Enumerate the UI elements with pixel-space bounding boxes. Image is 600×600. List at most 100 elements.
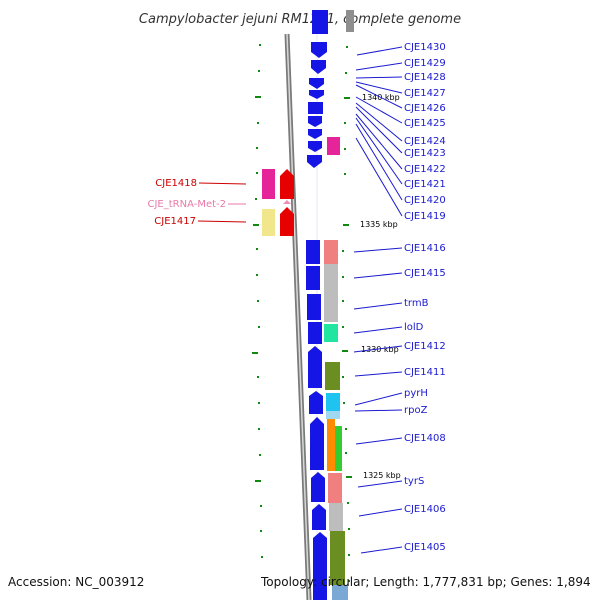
map-title: Campylobacter jejuni RM1221, complete ge… bbox=[139, 12, 461, 27]
right-gene-labels: CJE1430 CJE1429 CJE1428 CJE1427 CJE1426 CJE14… bbox=[353, 42, 446, 554]
gene-block bbox=[306, 266, 320, 290]
gene-label-CJE1415[interactable]: CJE1415 bbox=[404, 268, 446, 279]
gene-block bbox=[308, 141, 322, 152]
scale-label: 1335 kbp bbox=[360, 220, 398, 229]
leader-line bbox=[355, 117, 403, 185]
leader-line bbox=[353, 345, 403, 353]
gene-block-grey bbox=[324, 264, 338, 294]
gene-label-CJE1408[interactable]: CJE1408 bbox=[404, 433, 446, 444]
leader-line bbox=[353, 272, 403, 279]
tick-mark bbox=[344, 148, 346, 150]
gene-block bbox=[311, 60, 326, 74]
reverse-genes bbox=[306, 240, 345, 600]
gene-label-CJE1421[interactable]: CJE1421 bbox=[404, 179, 446, 190]
gene-block-yellow bbox=[262, 209, 275, 236]
gene-label-rpoZ[interactable]: rpoZ bbox=[404, 405, 428, 416]
gene-block-salmon bbox=[328, 473, 342, 503]
leader-line bbox=[355, 437, 403, 445]
gene-block bbox=[308, 346, 322, 388]
reverse-track-top bbox=[346, 10, 354, 32]
tick-mark bbox=[257, 300, 259, 302]
tick-mark bbox=[344, 97, 350, 99]
gene-block-teal bbox=[324, 324, 338, 342]
gene-block bbox=[309, 391, 323, 414]
leader-line bbox=[357, 480, 403, 488]
leader-line bbox=[355, 96, 403, 124]
gene-label-CJE1406[interactable]: CJE1406 bbox=[404, 504, 446, 515]
leader-line bbox=[355, 102, 403, 142]
tick-mark bbox=[255, 96, 261, 98]
leader-line bbox=[353, 326, 403, 334]
tick-mark bbox=[255, 480, 261, 482]
scale-label: 1325 kbp bbox=[363, 471, 401, 480]
tick-mark bbox=[257, 376, 259, 378]
tick-mark bbox=[256, 172, 258, 174]
gene-label-CJE1412[interactable]: CJE1412 bbox=[404, 341, 446, 352]
gene-label-CJE1425[interactable]: CJE1425 bbox=[404, 118, 446, 129]
leader-line bbox=[355, 81, 403, 94]
gene-block bbox=[306, 240, 320, 264]
gene-label-CJE1417[interactable]: CJE1417 bbox=[154, 216, 196, 227]
gene-label-pyrH[interactable]: pyrH bbox=[404, 388, 428, 399]
leader-line bbox=[355, 123, 403, 201]
left-genes bbox=[262, 169, 294, 236]
leader-line bbox=[354, 392, 403, 406]
gene-label-CJE1429[interactable]: CJE1429 bbox=[404, 58, 446, 69]
tick-mark bbox=[261, 556, 263, 558]
gene-label-CJE1420[interactable]: CJE1420 bbox=[404, 195, 446, 206]
gene-label-tRNA-Met-2[interactable]: CJE_tRNA-Met-2 bbox=[147, 199, 226, 210]
leader-line bbox=[353, 302, 403, 310]
gene-block bbox=[311, 42, 327, 58]
gene-block-pink bbox=[262, 169, 275, 199]
tick-mark bbox=[345, 452, 347, 454]
leader-line bbox=[355, 137, 403, 217]
tick-mark bbox=[342, 276, 344, 278]
leader-line bbox=[355, 113, 403, 170]
gene-block bbox=[307, 155, 322, 168]
tick-mark bbox=[344, 173, 346, 175]
gene-block bbox=[311, 472, 325, 502]
topology-text: Topology: circular; Length: 1,777,831 bp… bbox=[261, 575, 591, 589]
forward-genes-top bbox=[307, 10, 340, 168]
tick-mark bbox=[342, 350, 348, 352]
tick-mark bbox=[256, 248, 258, 250]
gene-label-CJE1418[interactable]: CJE1418 bbox=[155, 178, 197, 189]
tick-mark bbox=[343, 224, 349, 226]
gene-block-grey bbox=[329, 503, 343, 531]
gene-label-CJE1422[interactable]: CJE1422 bbox=[404, 164, 446, 175]
left-gene-labels: CJE1418 CJE_tRNA-Met-2 CJE1417 bbox=[147, 178, 247, 227]
gene-label-tyrS[interactable]: tyrS bbox=[404, 476, 424, 487]
gene-label-CJE1411[interactable]: CJE1411 bbox=[404, 367, 446, 378]
gene-block-magenta bbox=[327, 137, 340, 155]
gene-block bbox=[308, 129, 322, 139]
gene-label-CJE1426[interactable]: CJE1426 bbox=[404, 103, 446, 114]
gene-block-cyan bbox=[326, 393, 340, 411]
gene-block-red bbox=[280, 169, 294, 199]
accession-text: Accession: NC_003912 bbox=[8, 575, 145, 589]
leader-line bbox=[354, 409, 403, 412]
tick-mark bbox=[260, 530, 262, 532]
tick-mark bbox=[260, 505, 262, 507]
gene-label-CJE1427[interactable]: CJE1427 bbox=[404, 88, 446, 99]
tick-mark bbox=[342, 376, 344, 378]
gene-label-trmB[interactable]: trmB bbox=[404, 298, 429, 309]
gene-block-cyan-light bbox=[326, 411, 340, 419]
tick-mark bbox=[348, 580, 350, 582]
leader-line bbox=[354, 371, 403, 377]
gene-label-CJE1416[interactable]: CJE1416 bbox=[404, 243, 446, 254]
gene-label-CJE1430[interactable]: CJE1430 bbox=[404, 42, 446, 53]
gene-block-green bbox=[335, 426, 342, 471]
tick-mark bbox=[342, 250, 344, 252]
gene-label-CJE1428[interactable]: CJE1428 bbox=[404, 72, 446, 83]
gene-label-lolD[interactable]: lolD bbox=[404, 322, 424, 333]
gene-label-CJE1405[interactable]: CJE1405 bbox=[404, 542, 446, 553]
tick-mark bbox=[348, 554, 350, 556]
gene-label-CJE1419[interactable]: CJE1419 bbox=[404, 211, 446, 222]
gene-label-CJE1424[interactable]: CJE1424 bbox=[404, 136, 446, 147]
tick-mark bbox=[345, 428, 347, 430]
gene-label-CJE1423[interactable]: CJE1423 bbox=[404, 148, 446, 159]
tick-mark bbox=[342, 300, 344, 302]
tick-mark bbox=[258, 70, 260, 72]
tick-mark bbox=[343, 402, 345, 404]
